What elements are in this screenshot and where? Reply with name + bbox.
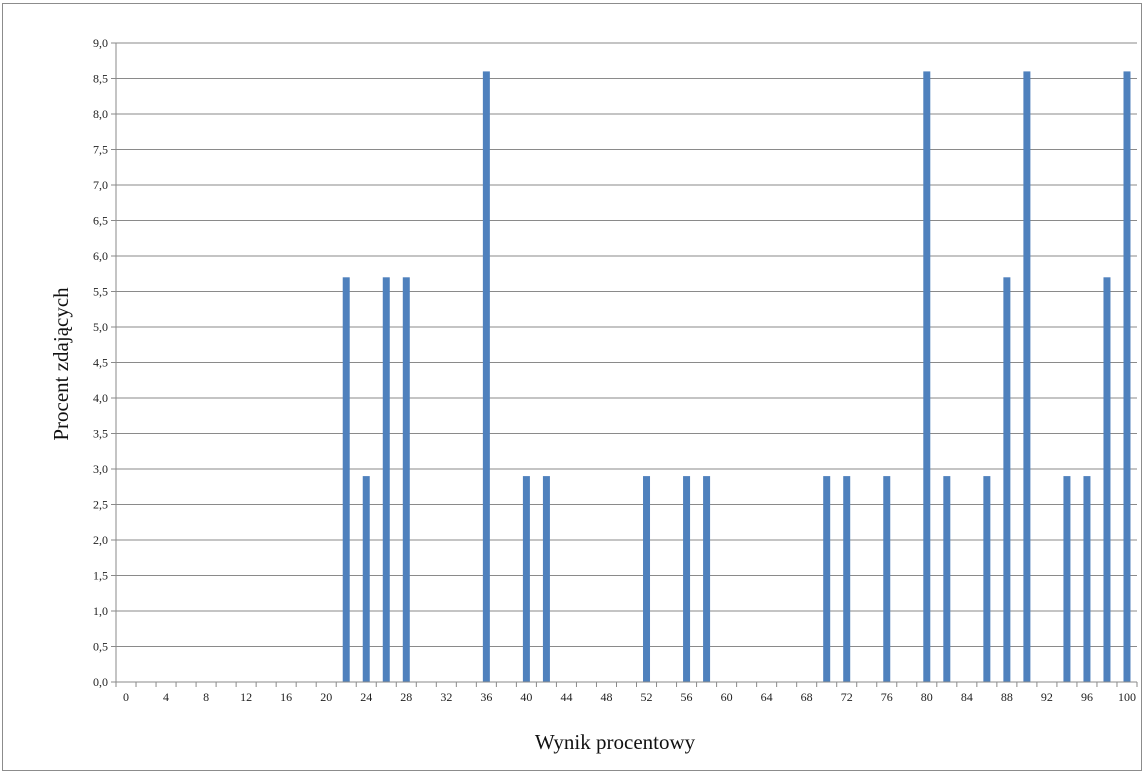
x-tick-label: 72 (841, 690, 853, 704)
x-tick-label: 4 (163, 690, 169, 704)
y-tick-label: 1,0 (93, 604, 108, 618)
gridlines (111, 42, 1137, 683)
bar (1023, 71, 1031, 682)
bar (683, 476, 691, 682)
bar (843, 476, 851, 682)
x-tick-label: 56 (681, 690, 693, 704)
x-tick-label: 100 (1118, 690, 1136, 704)
y-tick-label: 2,0 (93, 533, 108, 547)
bar (1103, 277, 1111, 682)
y-tick-label: 0,0 (93, 675, 108, 689)
y-tick-label: 0,5 (93, 640, 108, 654)
bar (1083, 476, 1091, 682)
x-tick-label: 52 (641, 690, 653, 704)
x-tick-label: 8 (203, 690, 209, 704)
x-tick-label: 64 (761, 690, 773, 704)
x-tick-label: 40 (520, 690, 532, 704)
bar (823, 476, 831, 682)
y-tick-label: 4,0 (93, 391, 108, 405)
x-axis-title: Wynik procentowy (535, 730, 696, 754)
x-tick-label: 68 (801, 690, 813, 704)
bar (402, 277, 410, 682)
axes (115, 43, 1138, 687)
bar (342, 277, 350, 682)
bar (362, 476, 370, 682)
x-tick-label: 60 (721, 690, 733, 704)
bar (1063, 476, 1071, 682)
y-tick-label: 5,5 (93, 285, 108, 299)
x-tick-label: 96 (1081, 690, 1093, 704)
x-tick-label: 88 (1001, 690, 1013, 704)
y-tick-labels: 0,0 0,5 1,0 1,5 2,0 2,5 3,0 3,5 4,0 4,5 5,0 5,5 6,0 6… (93, 36, 108, 689)
y-tick-label: 3,0 (93, 462, 108, 476)
bar (983, 476, 991, 682)
bar (382, 277, 390, 682)
x-tick-label: 0 (123, 690, 129, 704)
x-tick-labels: 0 4 8 12 16 20 24 28 32 36 40 44 48 52 56 60 64 68 72 76 80 8… (123, 690, 1136, 704)
y-tick-label: 7,5 (93, 143, 108, 157)
y-tick-label: 5,0 (93, 320, 108, 334)
y-tick-label: 6,5 (93, 214, 108, 228)
bar (522, 476, 530, 682)
chart-frame: 0,0 0,5 1,0 1,5 2,0 2,5 3,0 3,5 4,0 4,5 5,0 5,5 6,0 6… (2, 3, 1142, 771)
x-tick-label: 92 (1041, 690, 1053, 704)
x-tick-label: 32 (440, 690, 452, 704)
x-tick-label: 84 (961, 690, 973, 704)
x-tick-label: 24 (360, 690, 372, 704)
x-tick-label: 20 (320, 690, 332, 704)
bar (482, 71, 490, 682)
bar (1003, 277, 1011, 682)
y-tick-label: 3,5 (93, 427, 108, 441)
bar (923, 71, 931, 682)
y-tick-label: 8,0 (93, 107, 108, 121)
x-tick-label: 76 (881, 690, 893, 704)
y-tick-label: 7,0 (93, 178, 108, 192)
x-tick-label: 36 (480, 690, 492, 704)
x-tick-label: 12 (240, 690, 252, 704)
bar (542, 476, 550, 682)
bar (883, 476, 891, 682)
x-tick-label: 16 (280, 690, 292, 704)
y-tick-label: 6,0 (93, 249, 108, 263)
y-tick-label: 8,5 (93, 72, 108, 86)
y-axis-title: Procent zdających (49, 287, 73, 441)
bar (1123, 71, 1131, 682)
x-tick-label: 44 (560, 690, 572, 704)
y-tick-label: 2,5 (93, 498, 108, 512)
histogram-chart: 0,0 0,5 1,0 1,5 2,0 2,5 3,0 3,5 4,0 4,5 5,0 5,5 6,0 6… (49, 36, 1138, 754)
bar (703, 476, 711, 682)
y-tick-label: 4,5 (93, 356, 108, 370)
bar (643, 476, 651, 682)
bar (943, 476, 951, 682)
x-tick-label: 48 (600, 690, 612, 704)
bars (342, 71, 1131, 682)
y-tick-label: 1,5 (93, 569, 108, 583)
x-tick-label: 80 (921, 690, 933, 704)
y-tick-label: 9,0 (93, 36, 108, 50)
x-tick-label: 28 (400, 690, 412, 704)
